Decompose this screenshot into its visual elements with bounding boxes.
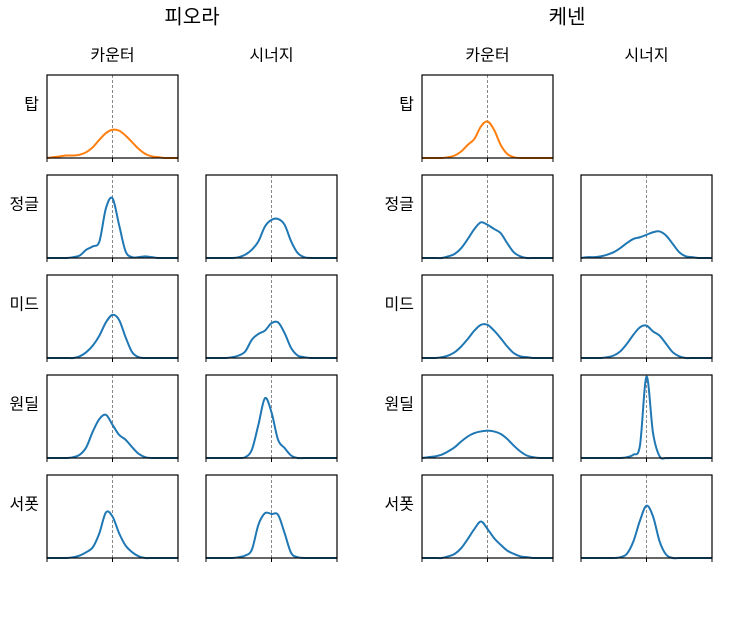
density-line xyxy=(421,429,553,460)
panel xyxy=(205,174,338,262)
column-header: 시너지 xyxy=(249,46,293,65)
panel xyxy=(421,374,554,462)
column-header: 카운터 xyxy=(90,46,134,65)
panel xyxy=(580,274,713,362)
row-label: 서폿 xyxy=(10,495,39,514)
row-label: 원딜 xyxy=(385,395,414,414)
panel xyxy=(580,474,713,562)
panel xyxy=(46,374,179,462)
panel xyxy=(46,174,179,262)
panel xyxy=(205,374,338,462)
panel xyxy=(46,74,179,162)
row-label: 원딜 xyxy=(10,395,39,414)
panel xyxy=(205,274,338,362)
row-label: 서폿 xyxy=(385,495,414,514)
panel xyxy=(421,174,554,262)
panel xyxy=(580,374,713,462)
panel xyxy=(46,274,179,362)
column-header: 시너지 xyxy=(624,46,668,65)
panel xyxy=(205,474,338,562)
panel xyxy=(421,74,554,162)
row-label: 미드 xyxy=(385,295,414,314)
group-title: 피오라 xyxy=(164,5,219,29)
row-label: 미드 xyxy=(10,295,39,314)
row-label: 정글 xyxy=(10,195,39,214)
density-line xyxy=(46,128,178,160)
column-header: 카운터 xyxy=(465,46,509,65)
row-label: 정글 xyxy=(385,195,414,214)
panel xyxy=(421,474,554,562)
group-title: 케넨 xyxy=(549,5,586,29)
panel xyxy=(421,274,554,362)
row-label: 탑 xyxy=(24,95,39,114)
row-label: 탑 xyxy=(399,95,414,114)
density-line xyxy=(580,230,712,260)
panel xyxy=(580,174,713,262)
panel xyxy=(46,474,179,562)
